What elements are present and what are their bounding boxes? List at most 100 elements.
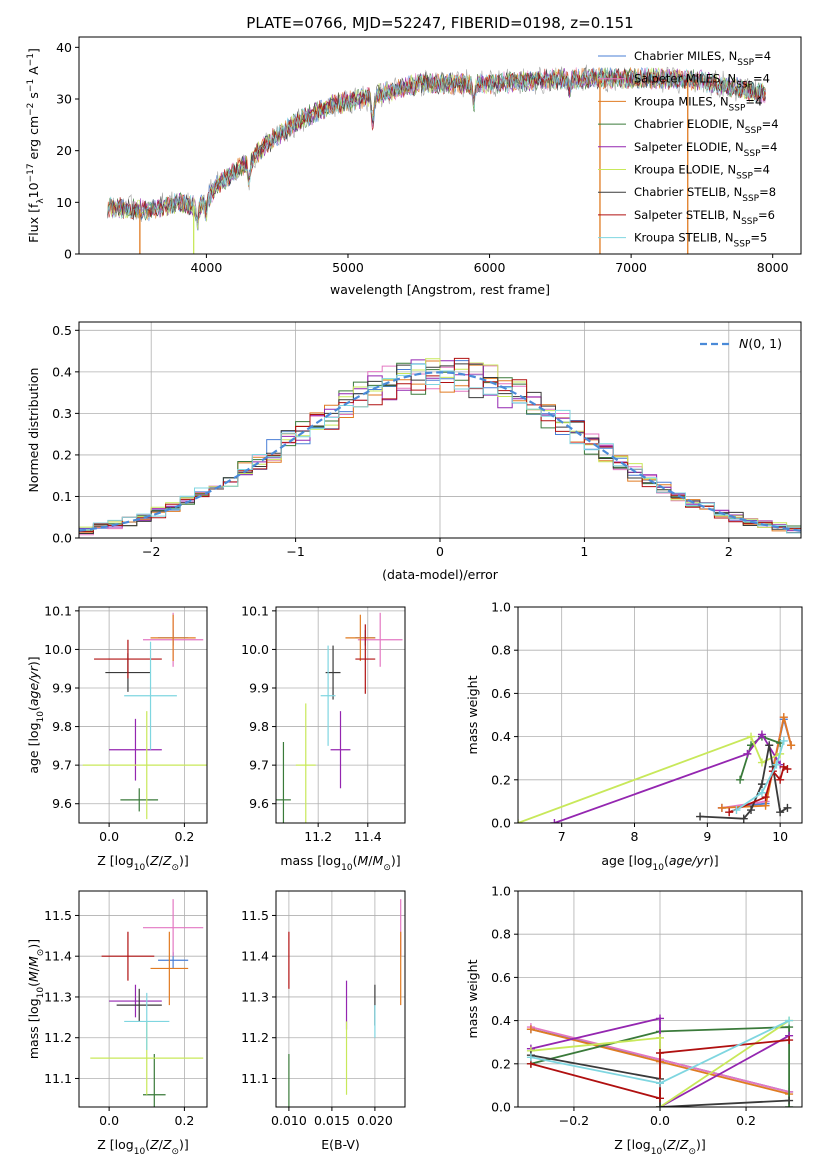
label-part: =4 — [745, 94, 762, 108]
y-tick-label: 1.0 — [491, 600, 511, 615]
label-part: Salpeter MILES, N — [634, 72, 736, 86]
panel-mass_age: 11.2 11.4 9.6 9.7 9.8 9.9 10.0 10.1 mass [log10(… — [241, 603, 406, 873]
y-tick-label: 9.7 — [249, 758, 269, 773]
label-part: )] — [179, 853, 189, 868]
label-part: Z [log — [97, 853, 133, 868]
y-tick-label: 11.1 — [44, 1071, 72, 1086]
weight-line-chabrier_elodie — [530, 1026, 790, 1107]
plot-area-residuals — [79, 357, 801, 536]
weight-marker-chabrier_stelib — [739, 814, 748, 823]
weight-marker-kroupa_stelib — [779, 736, 788, 745]
y-tick-label: 0.2 — [491, 772, 511, 787]
x-tick-label: 0.2 — [736, 1113, 756, 1128]
label-part: )] — [26, 939, 41, 949]
label-part: age/yr — [26, 665, 41, 706]
label-part: E(B-V) — [321, 1137, 360, 1152]
y-tick-label: 11.5 — [44, 908, 72, 923]
label-part: SSP — [736, 81, 753, 91]
y-tick-label: 9.7 — [52, 758, 72, 773]
label-part: M — [26, 956, 41, 967]
label-part: ( — [664, 853, 669, 868]
label-part: )] — [709, 853, 719, 868]
y-tick-label: 11.1 — [241, 1071, 269, 1086]
weight-marker-chabrier_stelib — [765, 741, 774, 750]
y-tick-label: 11.4 — [241, 949, 269, 964]
y-tick-label: 0.5 — [52, 323, 72, 338]
figure-title: PLATE=0766, MJD=52247, FIBERID=0198, z=0… — [246, 14, 633, 32]
plot-area-mass_age — [276, 612, 403, 823]
y-tick-label: 0.0 — [491, 816, 511, 831]
y-tick-label: 0.8 — [491, 927, 511, 942]
weight-marker-chabrier_stelib — [747, 806, 756, 815]
x-tick-label: 0.0 — [99, 1113, 119, 1128]
weight-marker-kroupa_elodie — [757, 758, 766, 767]
histogram-kroupa_stelib — [79, 363, 801, 534]
label-part: Chabrier STELIB, N — [634, 185, 742, 199]
label-part: M — [358, 853, 369, 868]
label-part: )] — [179, 1137, 189, 1152]
label-part: N — [739, 336, 749, 351]
label-part: Z — [679, 1137, 689, 1152]
y-tick-label: 0.8 — [491, 643, 511, 658]
label-part: Salpeter STELIB, N — [634, 208, 741, 222]
weight-marker-kroupa_elodie — [656, 1033, 664, 1042]
plot-area-age_weight — [518, 713, 796, 823]
axes-frame — [78, 36, 802, 255]
label-part: =4 — [762, 117, 779, 131]
weight-marker-salpeter_stelib — [761, 793, 770, 802]
residuals-xlabel: (data-model)/error — [382, 567, 499, 582]
label-part: ( — [145, 853, 150, 868]
x-tick-label: −0.2 — [559, 1113, 589, 1128]
y-tick-label: 0.0 — [52, 531, 72, 546]
y-tick-label: 10.0 — [241, 642, 269, 657]
label-part: mass [log — [280, 853, 341, 868]
label-part: ( — [26, 706, 41, 711]
y-tick-label: 11.2 — [44, 1030, 72, 1045]
y-tick-label: 0.3 — [52, 406, 72, 421]
x-tick-label: 0.0 — [99, 829, 119, 844]
label-part: Kroupa STELIB, N — [634, 231, 734, 245]
y-tick-label: 11.2 — [241, 1030, 269, 1045]
legend-label: Chabrier ELODIE, NSSP=4 — [634, 117, 779, 136]
label-part: Z — [666, 1137, 676, 1152]
spectrum-ylabel: Flux [fλ10−17 erg cm−2 s−1 A−1] — [26, 48, 46, 243]
weight-marker-chabrier_stelib — [776, 808, 785, 817]
label-part: ⊙ — [171, 863, 179, 873]
x-tick-label: 9 — [703, 829, 711, 844]
weight-marker-chabrier_stelib — [656, 1103, 664, 1107]
label-part: −17 — [26, 163, 36, 182]
label-part: Kroupa ELODIE, N — [634, 163, 736, 177]
z_weight-xlabel: Z [log10(Z/Z⊙)] — [614, 1137, 706, 1157]
age_weight-xlabel: age [log10(age/yr)] — [601, 853, 718, 873]
label-part: ] — [26, 48, 41, 53]
label-part: A — [26, 66, 41, 79]
label-part: age/yr — [669, 853, 710, 868]
weight-marker-kroupa_stelib — [732, 806, 741, 815]
y-tick-label: 9.8 — [52, 719, 72, 734]
y-tick-label: 0.2 — [491, 1056, 511, 1071]
y-tick-label: 0.0 — [491, 1100, 511, 1115]
y-tick-label: 0.6 — [491, 970, 511, 985]
y-tick-label: 9.9 — [249, 681, 269, 696]
panel-spectrum: 4000 5000 6000 7000 8000 0 10 20 30 40 wavelength … — [26, 36, 802, 297]
label-part: )] — [696, 1137, 706, 1152]
axes-frame — [78, 606, 208, 824]
label-part: mass [log — [26, 998, 41, 1059]
plots-container: 4000 5000 6000 7000 8000010203040wavelength … — [26, 36, 803, 1157]
weight-marker-salpeter_stelib — [725, 808, 734, 817]
legend-label: Kroupa STELIB, NSSP=5 — [634, 231, 767, 250]
x-tick-label: 11.4 — [354, 829, 382, 844]
label-part: SSP — [741, 217, 758, 227]
label-part: =8 — [759, 185, 776, 199]
y-tick-label: 0.6 — [491, 686, 511, 701]
x-tick-label: 11.2 — [304, 829, 332, 844]
label-part: / — [676, 1137, 681, 1152]
y-tick-label: 0.2 — [52, 447, 72, 462]
histogram-kroupa_elodie — [79, 358, 801, 529]
y-tick-label: 0.4 — [491, 1013, 511, 1028]
x-tick-label: 7000 — [615, 260, 647, 275]
label-part: Z — [149, 853, 159, 868]
label-part: ⊙ — [171, 1147, 179, 1157]
label-part: age [log — [601, 853, 652, 868]
y-tick-label: 0.4 — [52, 364, 72, 379]
